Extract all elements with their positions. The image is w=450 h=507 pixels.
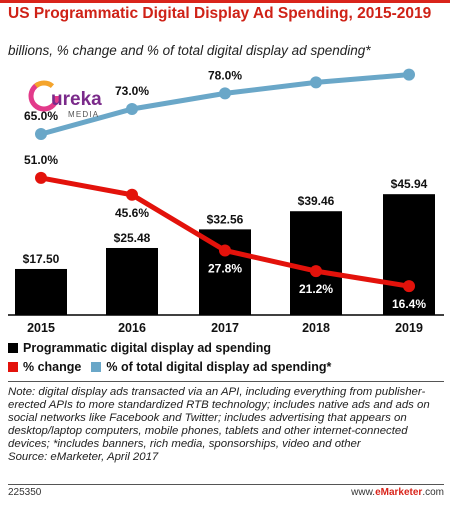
change-point-2017 [219, 244, 231, 257]
change-label-2017: 27.8% [208, 261, 242, 275]
bar-label-2015: $17.50 [23, 252, 60, 266]
legend-row-2: % change % of total digital display ad s… [8, 360, 331, 374]
brand-prefix: www. [351, 487, 376, 498]
chart-id: 225350 [8, 487, 42, 498]
chart-subtitle: billions, % change and % of total digita… [8, 43, 371, 58]
logo-word: ureka [51, 89, 102, 110]
footer-separator [8, 484, 444, 485]
share-label-2015: 65.0% [24, 109, 58, 123]
chart-svg: $17.50 $25.48 $32.56 $39.46 $45.94 65.0% 73.0%… [8, 68, 444, 335]
brand-link[interactable]: www.eMarketer.com [351, 487, 444, 498]
note-separator [8, 381, 444, 382]
change-label-2016: 45.6% [115, 206, 149, 220]
footer: 225350 www.eMarketer.com [8, 487, 444, 498]
bar-2015 [15, 268, 67, 315]
top-accent-bar [0, 0, 450, 3]
change-label-2019: 16.4% [392, 297, 426, 311]
share-point-2019 [403, 68, 415, 81]
legend-swatch-change [8, 362, 18, 372]
x-tick-2015: 2015 [27, 321, 55, 335]
bar-label-2019: $45.94 [391, 177, 428, 191]
change-label-2018: 21.2% [299, 282, 333, 296]
source-text: Source: eMarketer, April 2017 [8, 451, 159, 463]
share-label-2019: 84.0% [392, 86, 426, 100]
ureka-media-logo: ureka MEDIA [28, 80, 102, 119]
share-point-2016 [126, 103, 138, 116]
legend-label-bar: Programmatic digital display ad spending [23, 341, 271, 355]
share-point-2015 [35, 128, 47, 141]
share-point-2017 [219, 87, 231, 100]
bar-2019 [383, 194, 435, 315]
x-tick-2018: 2018 [302, 321, 330, 335]
change-point-2015 [35, 171, 47, 184]
x-tick-2019: 2019 [395, 321, 423, 335]
legend-label-share: % of total digital display ad spending* [106, 360, 332, 374]
legend-swatch-bar [8, 343, 18, 353]
brand-suffix: .com [422, 487, 444, 498]
bar-label-2016: $25.48 [114, 231, 151, 245]
bar-2016 [106, 247, 158, 315]
x-tick-2017: 2017 [211, 321, 239, 335]
share-label-2017: 78.0% [208, 68, 242, 82]
note-text: Note: digital display ads transacted via… [8, 386, 430, 450]
x-tick-2016: 2016 [118, 321, 146, 335]
share-point-2018 [310, 76, 322, 89]
bar-label-2017: $32.56 [207, 212, 244, 226]
change-point-2019 [403, 280, 415, 293]
share-label-2018: 81.5% [299, 93, 333, 107]
change-point-2018 [310, 265, 322, 278]
share-label-2016: 73.0% [115, 84, 149, 98]
bar-label-2018: $39.46 [298, 194, 335, 208]
legend-row-1: Programmatic digital display ad spending [8, 341, 271, 355]
change-point-2016 [126, 188, 138, 201]
legend-label-change: % change [23, 360, 82, 374]
change-label-2015: 51.0% [24, 153, 58, 167]
bar-2018 [290, 211, 342, 315]
bar-2017 [199, 229, 251, 315]
legend-swatch-share [91, 362, 102, 372]
brand-name: eMarketer [375, 487, 423, 498]
chart-note: Note: digital display ads transacted via… [8, 386, 444, 464]
logo-sub: MEDIA [68, 110, 99, 119]
chart-title: US Programmatic Digital Display Ad Spend… [8, 5, 432, 22]
